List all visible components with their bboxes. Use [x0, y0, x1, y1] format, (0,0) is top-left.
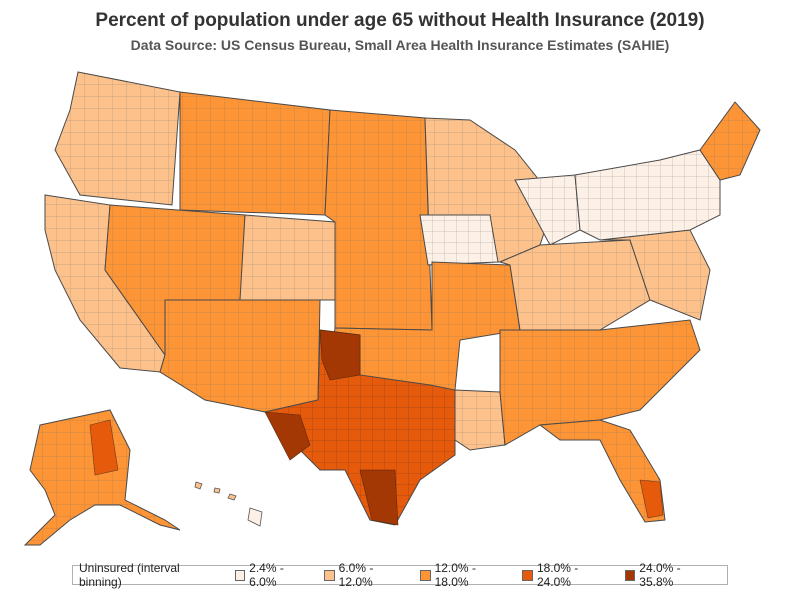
region-maine — [699, 101, 761, 181]
hawaii-island-1 — [194, 481, 203, 490]
alaska — [23, 409, 181, 546]
legend-label-2: 6.0% - 12.0% — [338, 561, 374, 589]
region-southwest — [159, 299, 321, 413]
legend-entry-5: 24.0% - 35.8% — [624, 561, 715, 589]
legend-entry-4: 18.0% - 24.0% — [522, 561, 612, 589]
legend-entry-2: 6.0% - 12.0% — [324, 561, 408, 589]
region-texas-south-dark — [359, 469, 399, 526]
region-ohio-valley — [498, 239, 651, 331]
region-alaska — [23, 409, 181, 546]
region-mountain-north — [179, 91, 331, 216]
legend-label-1: 2.4% - 6.0% — [249, 561, 284, 589]
region-louisiana — [454, 389, 506, 451]
hawaii — [194, 481, 263, 527]
region-colorado — [239, 214, 336, 301]
legend-title: Uninsured (interval binning) — [79, 561, 180, 589]
legend-label-4: 18.0% - 24.0% — [536, 561, 579, 589]
legend-swatch-4 — [522, 569, 533, 581]
region-florida — [538, 419, 666, 523]
legend-swatch-2 — [324, 569, 335, 581]
map-title: Percent of population under age 65 witho… — [95, 10, 705, 31]
continental-us — [44, 71, 761, 526]
region-great-plains — [324, 109, 433, 331]
region-pacific-northwest — [54, 71, 181, 206]
legend-label-3: 12.0% - 18.0% — [434, 561, 476, 589]
legend-swatch-5 — [624, 569, 636, 581]
map-legend: Uninsured (interval binning) 2.4% - 6.0%… — [72, 561, 728, 589]
hawaii-island-3 — [227, 493, 237, 501]
legend-entry-1: 2.4% - 6.0% — [234, 561, 313, 589]
legend-label-5: 24.0% - 35.8% — [639, 561, 681, 589]
region-alaska-dark — [89, 419, 119, 476]
region-iowa — [419, 214, 499, 266]
legend-entry-3: 12.0% - 18.0% — [419, 561, 510, 589]
region-florida-south — [639, 479, 664, 519]
map-subtitle: Data Source: US Census Bureau, Small Are… — [130, 37, 670, 53]
hawaii-island-2 — [213, 487, 221, 494]
legend-swatch-3 — [419, 569, 431, 581]
legend-swatch-1 — [234, 569, 246, 581]
region-texas-west-dark — [264, 411, 311, 461]
hawaii-island-4 — [247, 507, 263, 527]
region-northeast — [574, 149, 721, 241]
region-southeast — [499, 319, 701, 446]
region-texas-panhandle-dark — [319, 329, 361, 381]
